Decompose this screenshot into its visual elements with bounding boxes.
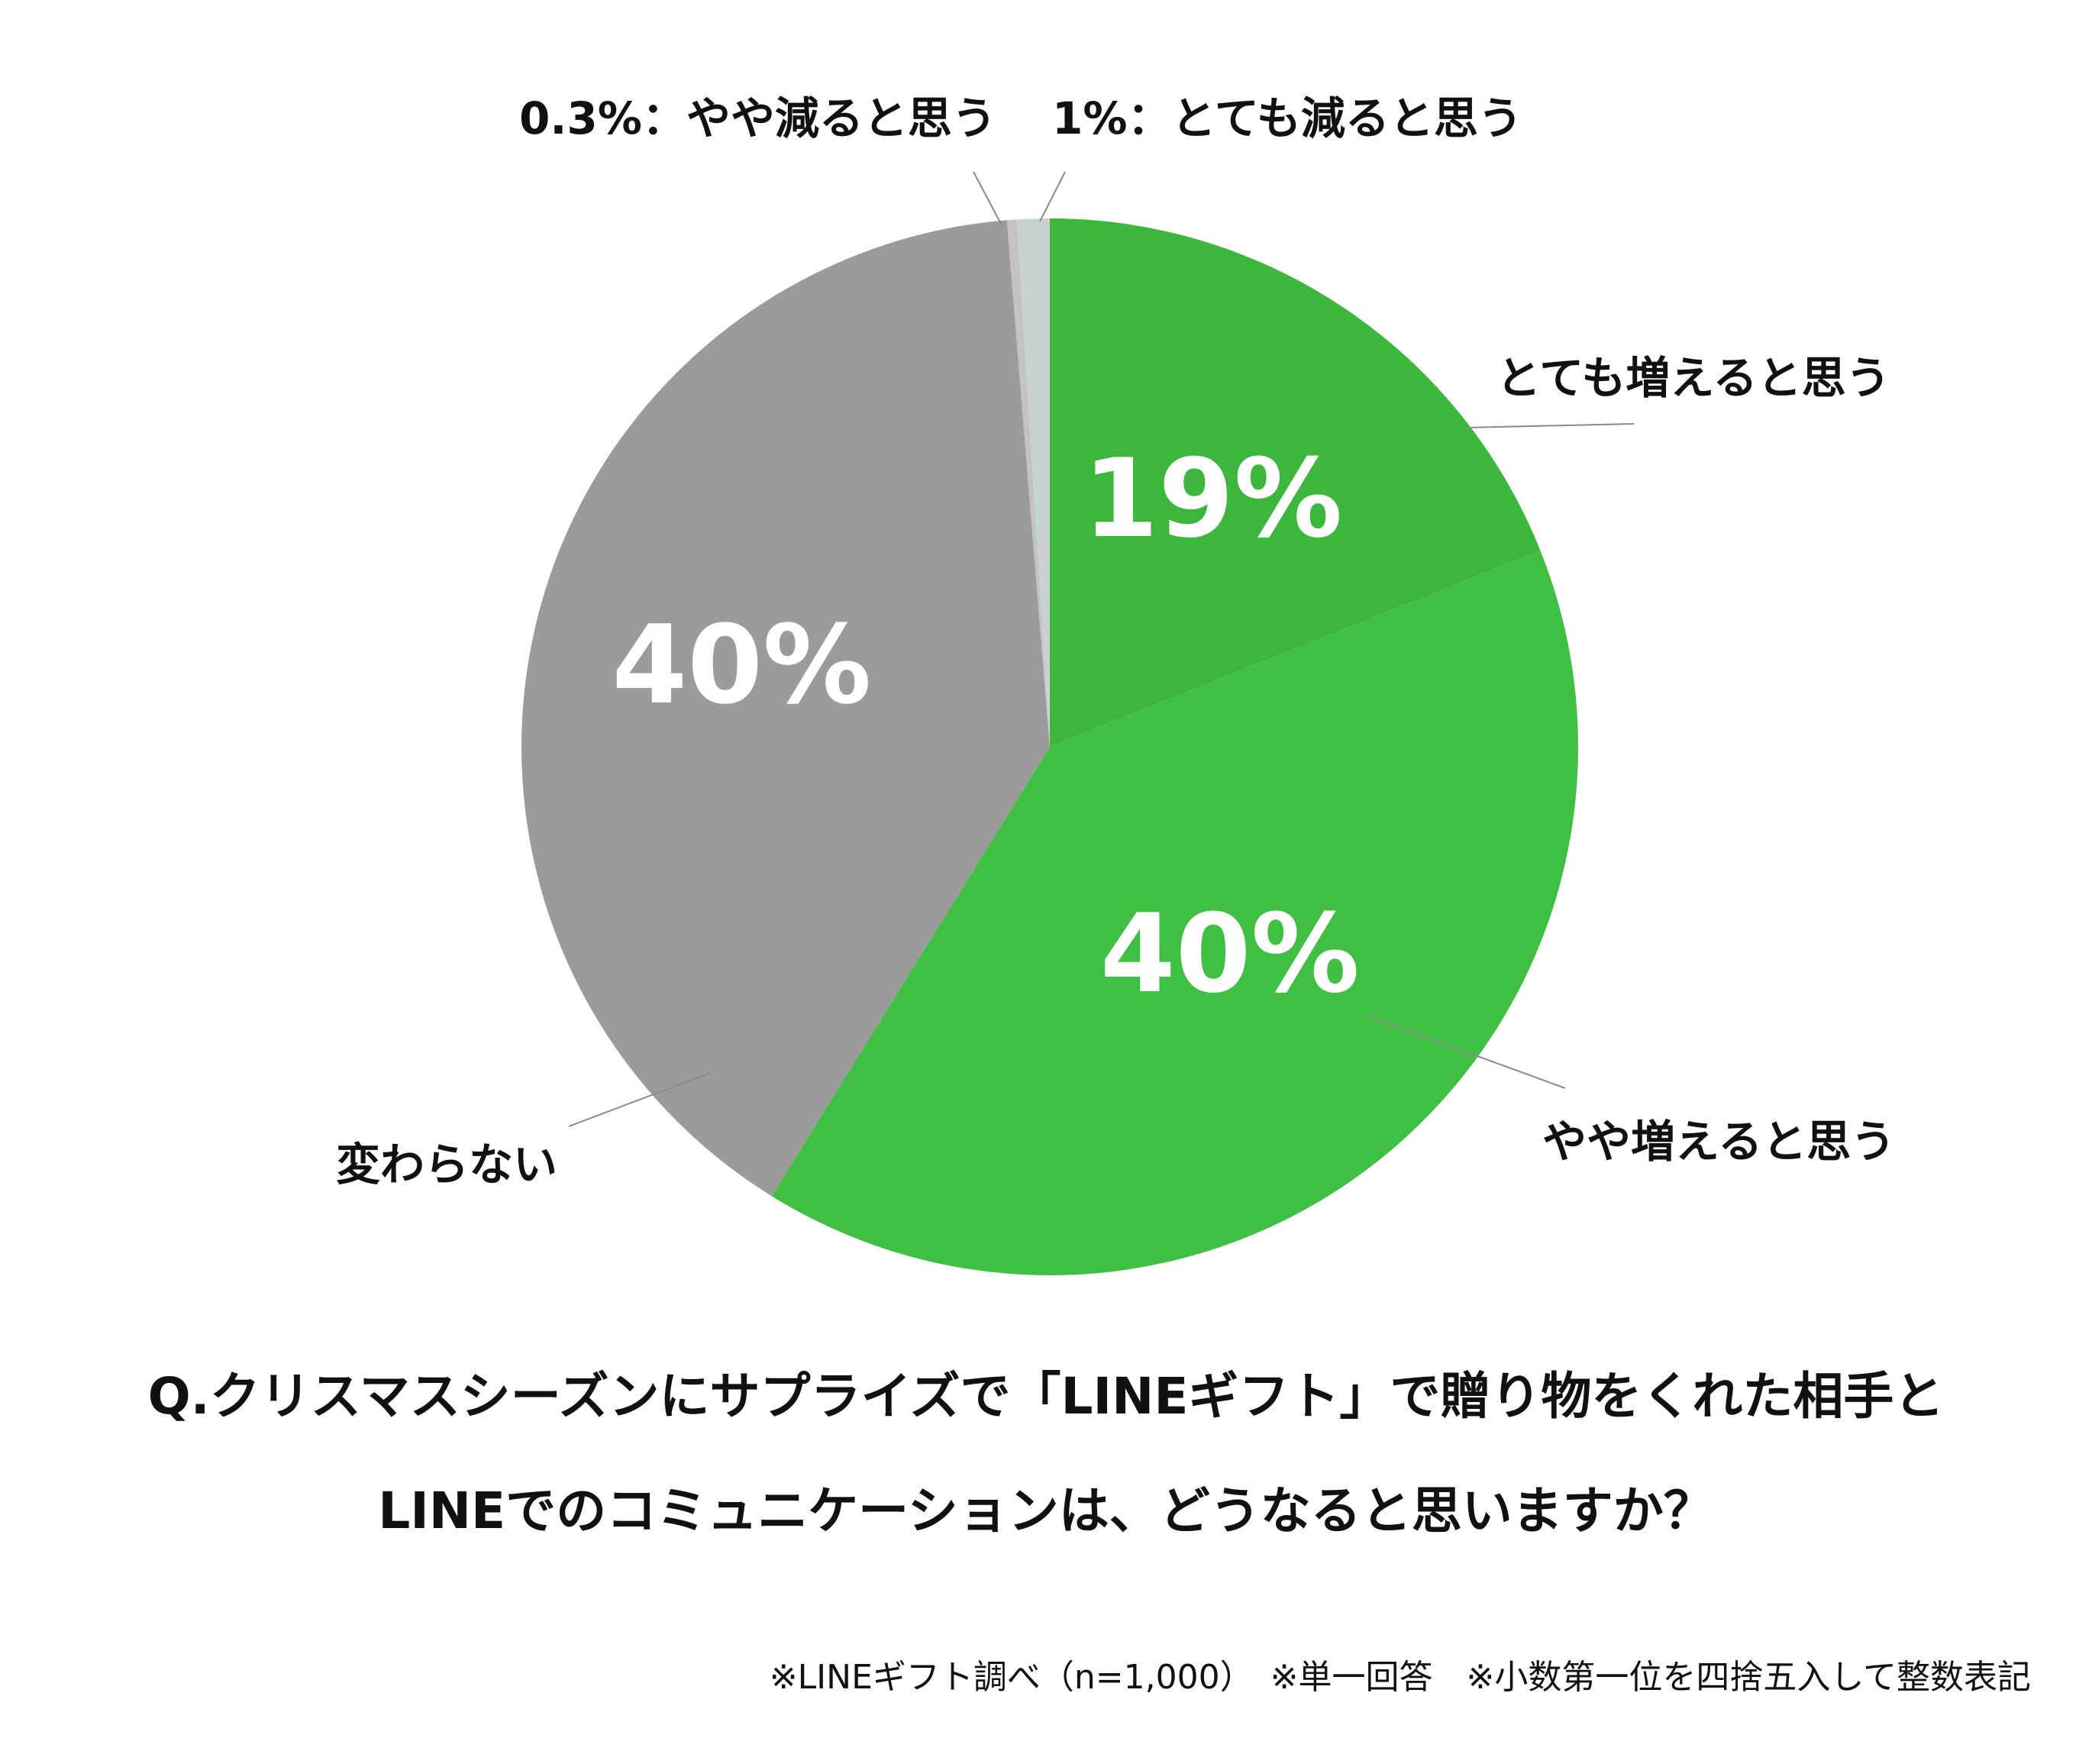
slice-very-increase-percent-label: 19% <box>1083 436 1342 562</box>
question-line-1: Q.クリスマスシーズンにサプライズで「LINEギフト」で贈り物をくれた相手と <box>147 1367 1945 1426</box>
slice-somewhat-decrease-leader-line <box>973 171 1002 226</box>
slice-very-decrease-leader-line <box>1039 171 1066 222</box>
slice-no-change <box>521 220 1050 1197</box>
survey-note: ※LINEギフト調べ（n=1,000） ※単一回答 ※小数第一位を四捨五入して整… <box>769 1658 2031 1697</box>
slice-very-increase-category-label: とても増えると思う <box>1496 352 1890 404</box>
leader-lines <box>568 171 1635 1127</box>
slice-no-change-leader-line <box>568 1072 711 1127</box>
slice-somewhat-increase-percent-label: 40% <box>1100 891 1360 1017</box>
pie-slices <box>521 218 1578 1275</box>
slice-no-change-category-label: 変わらない <box>336 1139 557 1191</box>
slice-very-increase <box>1050 218 1541 747</box>
slice-somewhat-decrease <box>1006 219 1050 747</box>
slice-somewhat-increase-category-label: やや増えると思う <box>1542 1116 1895 1168</box>
slice-no-change-percent-label: 40% <box>612 603 871 729</box>
slice-somewhat-increase <box>771 550 1578 1275</box>
percent-labels: 19% 40% 40% <box>612 436 1359 1017</box>
slice-somewhat-increase-leader-line <box>1366 1015 1566 1089</box>
question-line-2: LINEでのコミュニケーションは、どうなると思いますか？ <box>378 1481 1714 1540</box>
slice-very-increase-leader-line <box>1465 423 1635 428</box>
slice-somewhat-decrease-category-label: 0.3%：やや減ると思う <box>519 92 996 144</box>
slice-very-decrease <box>1016 218 1050 747</box>
slice-very-decrease-category-label: 1%：とても減ると思う <box>1052 92 1522 144</box>
